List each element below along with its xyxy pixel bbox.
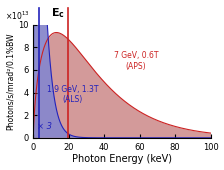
- Text: $\mathbf{E_c}$: $\mathbf{E_c}$: [51, 6, 65, 20]
- Text: 1.9 GeV, 1.3T
(ALS): 1.9 GeV, 1.3T (ALS): [47, 85, 98, 105]
- Text: $\times 10^{13}$: $\times 10^{13}$: [5, 10, 30, 22]
- Y-axis label: Photons/s/mrad²/0.1%BW: Photons/s/mrad²/0.1%BW: [6, 32, 15, 130]
- Text: × 3: × 3: [37, 122, 52, 131]
- X-axis label: Photon Energy (keV): Photon Energy (keV): [72, 154, 172, 164]
- Text: 7 GeV, 0.6T
(APS): 7 GeV, 0.6T (APS): [114, 51, 158, 71]
